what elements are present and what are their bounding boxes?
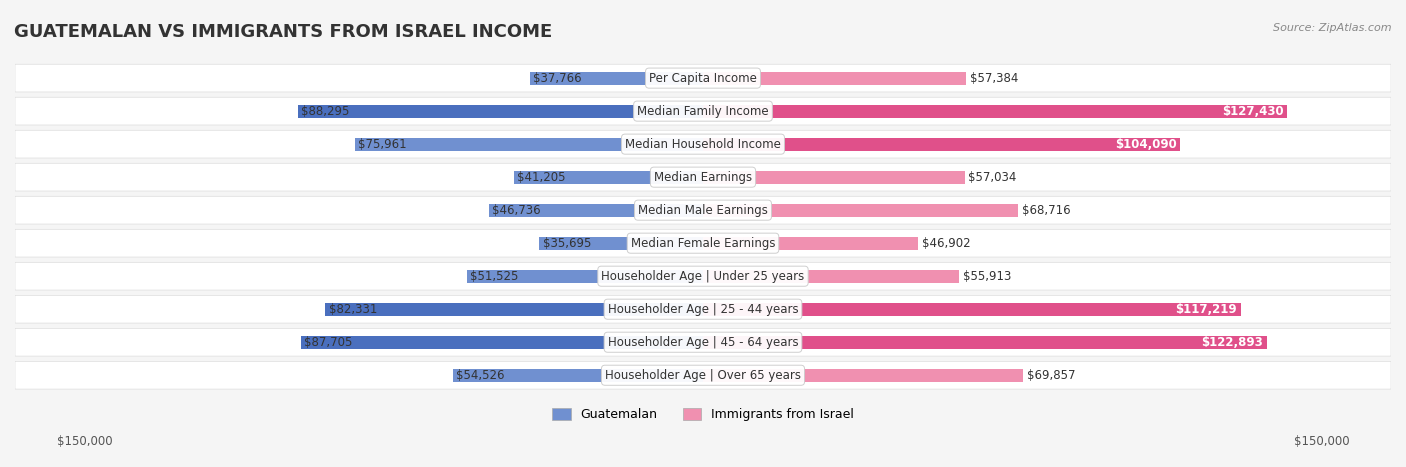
Bar	[703, 369, 1024, 382]
Bar	[354, 138, 703, 151]
Bar	[298, 105, 703, 118]
FancyBboxPatch shape	[15, 163, 1391, 191]
Text: Source: ZipAtlas.com: Source: ZipAtlas.com	[1274, 23, 1392, 33]
Bar	[703, 71, 966, 85]
Text: Householder Age | 25 - 44 years: Householder Age | 25 - 44 years	[607, 303, 799, 316]
Text: Median Household Income: Median Household Income	[626, 138, 780, 151]
Bar	[489, 204, 703, 217]
Legend: Guatemalan, Immigrants from Israel: Guatemalan, Immigrants from Israel	[547, 403, 859, 426]
Bar	[325, 303, 703, 316]
Bar	[453, 369, 703, 382]
Text: $150,000: $150,000	[1294, 435, 1350, 448]
Text: $46,736: $46,736	[492, 204, 541, 217]
Bar	[540, 237, 703, 250]
Bar	[703, 237, 918, 250]
FancyBboxPatch shape	[15, 262, 1391, 290]
FancyBboxPatch shape	[15, 361, 1391, 389]
Text: Per Capita Income: Per Capita Income	[650, 71, 756, 85]
Text: $117,219: $117,219	[1175, 303, 1237, 316]
Text: $87,705: $87,705	[304, 336, 353, 349]
FancyBboxPatch shape	[15, 328, 1391, 356]
Text: Median Female Earnings: Median Female Earnings	[631, 237, 775, 250]
Bar	[703, 138, 1181, 151]
Bar	[703, 105, 1288, 118]
Bar	[530, 71, 703, 85]
Text: $54,526: $54,526	[457, 369, 505, 382]
Bar	[467, 269, 703, 283]
FancyBboxPatch shape	[15, 64, 1391, 92]
Text: $127,430: $127,430	[1222, 105, 1284, 118]
Text: Median Family Income: Median Family Income	[637, 105, 769, 118]
Text: $88,295: $88,295	[301, 105, 350, 118]
Text: $68,716: $68,716	[1022, 204, 1070, 217]
FancyBboxPatch shape	[15, 130, 1391, 158]
Text: Householder Age | Under 25 years: Householder Age | Under 25 years	[602, 270, 804, 283]
Bar	[703, 204, 1018, 217]
Text: $150,000: $150,000	[56, 435, 112, 448]
Text: $69,857: $69,857	[1026, 369, 1076, 382]
Text: $82,331: $82,331	[329, 303, 377, 316]
FancyBboxPatch shape	[15, 229, 1391, 257]
Text: Median Male Earnings: Median Male Earnings	[638, 204, 768, 217]
Text: Householder Age | Over 65 years: Householder Age | Over 65 years	[605, 369, 801, 382]
Text: $37,766: $37,766	[533, 71, 582, 85]
FancyBboxPatch shape	[15, 295, 1391, 323]
Bar	[703, 336, 1267, 349]
Text: GUATEMALAN VS IMMIGRANTS FROM ISRAEL INCOME: GUATEMALAN VS IMMIGRANTS FROM ISRAEL INC…	[14, 23, 553, 42]
Bar	[515, 170, 703, 184]
FancyBboxPatch shape	[15, 196, 1391, 224]
Text: $122,893: $122,893	[1202, 336, 1263, 349]
Text: $41,205: $41,205	[517, 170, 567, 184]
Text: $75,961: $75,961	[359, 138, 406, 151]
Text: $35,695: $35,695	[543, 237, 591, 250]
Text: $55,913: $55,913	[963, 270, 1011, 283]
FancyBboxPatch shape	[15, 97, 1391, 125]
Text: $104,090: $104,090	[1115, 138, 1177, 151]
Text: $51,525: $51,525	[470, 270, 519, 283]
Text: $46,902: $46,902	[921, 237, 970, 250]
Bar	[703, 269, 959, 283]
Text: Householder Age | 45 - 64 years: Householder Age | 45 - 64 years	[607, 336, 799, 349]
Text: $57,034: $57,034	[969, 170, 1017, 184]
Text: Median Earnings: Median Earnings	[654, 170, 752, 184]
Bar	[301, 336, 703, 349]
Bar	[703, 303, 1240, 316]
Bar	[703, 170, 965, 184]
Text: $57,384: $57,384	[970, 71, 1018, 85]
